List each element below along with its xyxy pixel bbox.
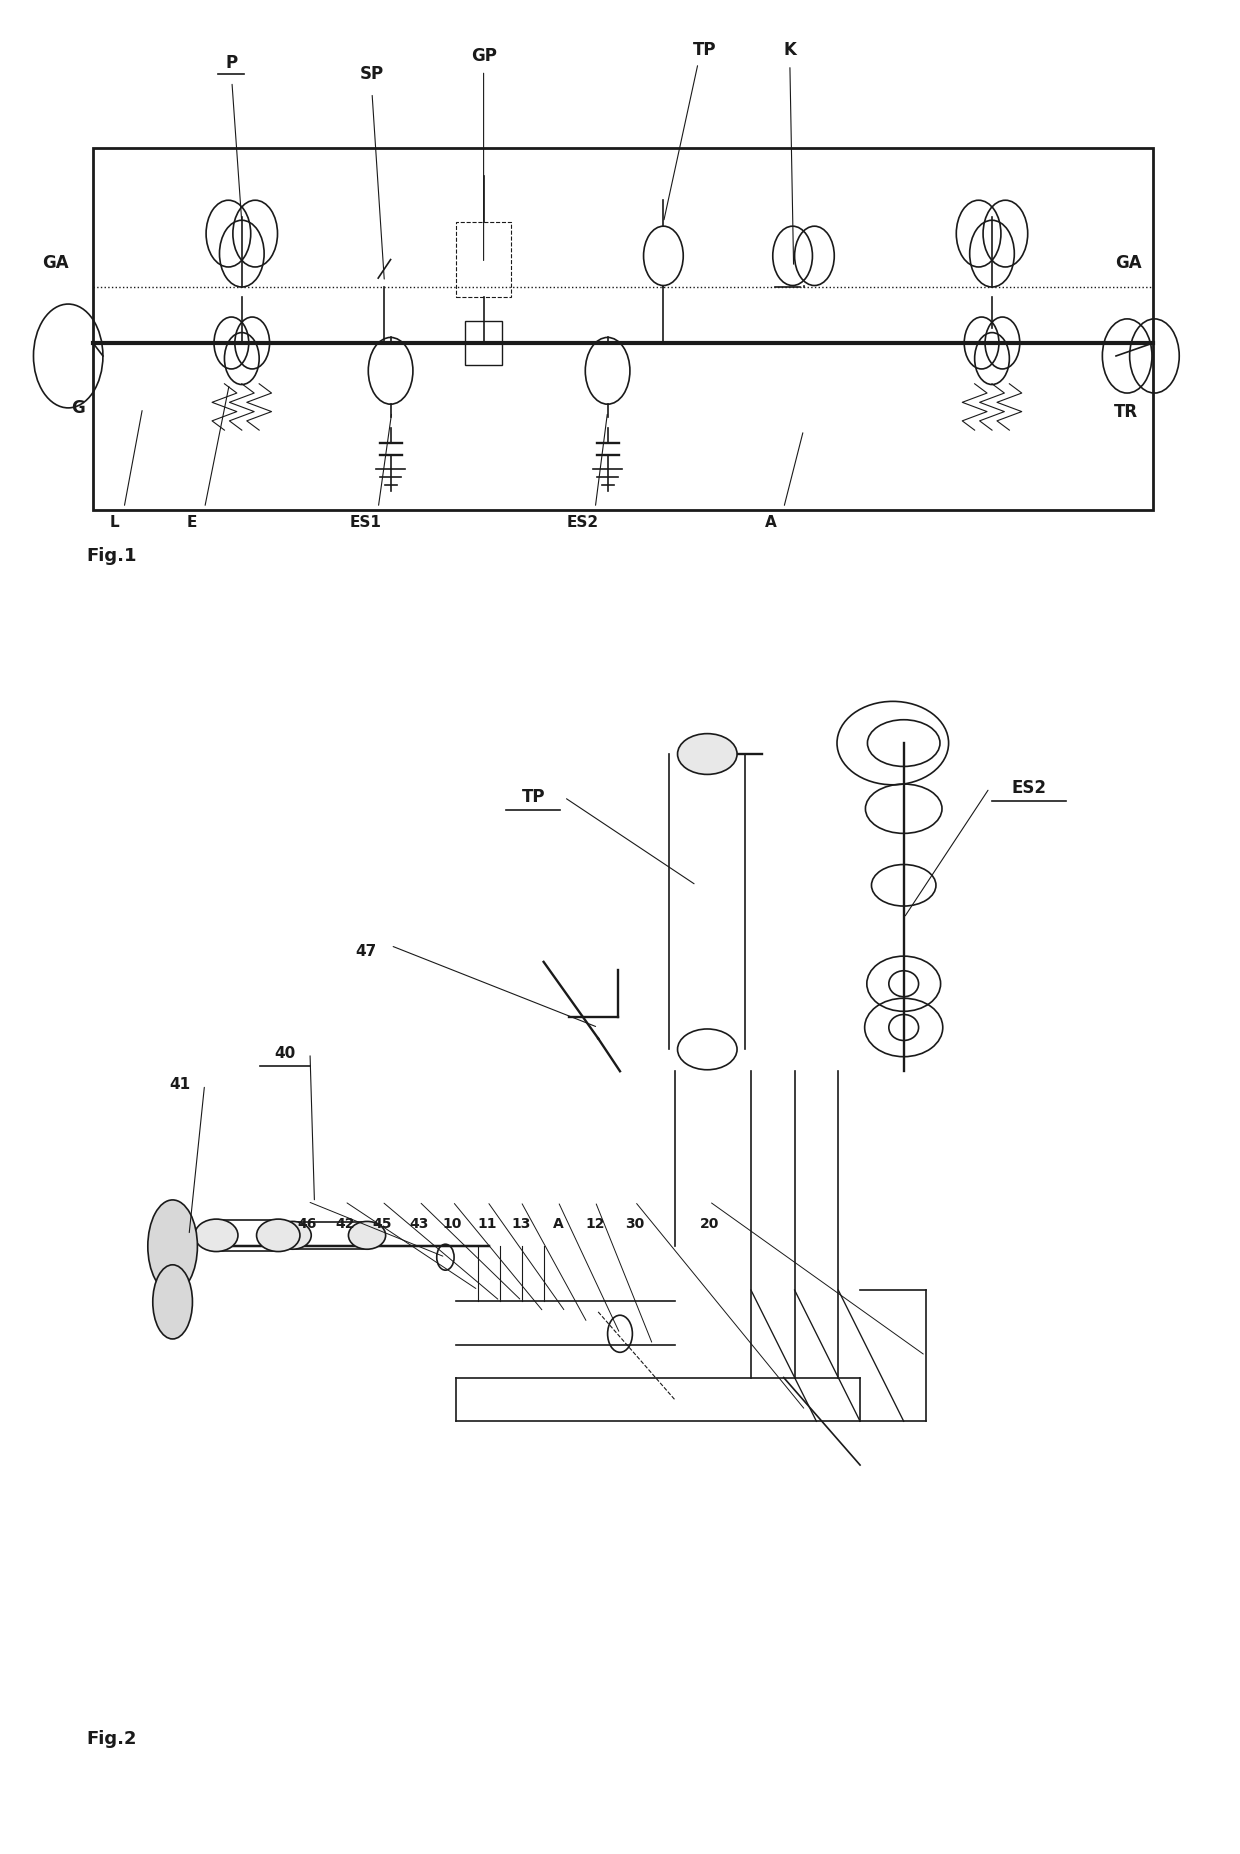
Text: 20: 20 [699, 1216, 719, 1231]
Ellipse shape [148, 1200, 197, 1292]
Text: G: G [71, 399, 86, 417]
Text: TP: TP [522, 788, 544, 806]
Text: 12: 12 [585, 1216, 605, 1231]
Text: TP: TP [693, 41, 715, 59]
Bar [93, 148, 1153, 510]
Ellipse shape [677, 734, 737, 775]
Bar [465, 321, 502, 365]
Ellipse shape [348, 1222, 386, 1250]
Ellipse shape [274, 1222, 311, 1250]
Text: A: A [553, 1216, 563, 1231]
Text: 30: 30 [625, 1216, 645, 1231]
Text: 45: 45 [372, 1216, 392, 1231]
Text: 47: 47 [355, 944, 377, 959]
Text: Fig.1: Fig.1 [87, 547, 138, 565]
Text: ES1: ES1 [350, 515, 382, 530]
Bar [456, 222, 511, 297]
Text: 42: 42 [335, 1216, 355, 1231]
Text: SP: SP [360, 65, 384, 83]
Text: GA: GA [42, 254, 69, 273]
Text: Fig.2: Fig.2 [87, 1730, 138, 1748]
Text: GP: GP [471, 46, 496, 65]
Text: 46: 46 [298, 1216, 317, 1231]
Text: 10: 10 [443, 1216, 463, 1231]
Ellipse shape [257, 1220, 300, 1251]
Text: ES2: ES2 [567, 515, 599, 530]
Text: ES2: ES2 [1012, 779, 1047, 797]
Ellipse shape [195, 1220, 238, 1251]
Text: 43: 43 [409, 1216, 429, 1231]
Text: K: K [784, 41, 796, 59]
Text: 13: 13 [511, 1216, 531, 1231]
Text: L: L [109, 515, 119, 530]
Text: P: P [226, 54, 238, 72]
Ellipse shape [153, 1264, 192, 1339]
Text: E: E [187, 515, 197, 530]
Text: 11: 11 [477, 1216, 497, 1231]
Text: 40: 40 [274, 1046, 296, 1060]
Text: A: A [765, 515, 777, 530]
Text: TR: TR [1114, 402, 1138, 421]
Text: 41: 41 [169, 1077, 191, 1092]
Text: GA: GA [1115, 254, 1142, 273]
